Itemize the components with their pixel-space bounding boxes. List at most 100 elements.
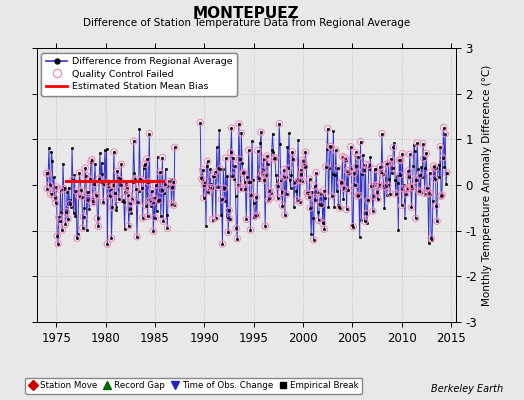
Point xyxy=(89,197,97,204)
Point xyxy=(259,156,268,162)
Point xyxy=(381,184,389,190)
Point xyxy=(378,171,387,178)
Point xyxy=(266,195,274,201)
Point xyxy=(146,197,154,203)
Point xyxy=(342,157,350,164)
Point xyxy=(355,192,363,198)
Point xyxy=(288,149,297,155)
Point xyxy=(156,169,164,175)
Point xyxy=(136,176,145,182)
Point xyxy=(237,130,246,136)
Point xyxy=(267,189,275,196)
Point xyxy=(402,186,411,193)
Point xyxy=(343,167,352,174)
Point xyxy=(200,182,209,188)
Point xyxy=(161,181,169,187)
Point xyxy=(432,202,440,209)
Point xyxy=(364,197,372,204)
Legend: Difference from Regional Average, Quality Control Failed, Estimated Station Mean: Difference from Regional Average, Qualit… xyxy=(41,53,237,96)
Point xyxy=(228,173,236,179)
Point xyxy=(214,184,223,190)
Point xyxy=(387,156,395,162)
Point xyxy=(44,170,52,177)
Point xyxy=(337,180,346,186)
Point xyxy=(305,176,314,182)
Point xyxy=(72,188,80,194)
Point xyxy=(438,192,446,198)
Point xyxy=(274,183,282,190)
Point xyxy=(169,178,177,185)
Point xyxy=(413,140,421,146)
Point xyxy=(316,190,324,196)
Point xyxy=(359,167,368,174)
Point xyxy=(246,227,255,233)
Point xyxy=(122,180,130,187)
Point xyxy=(111,190,119,196)
Point xyxy=(239,169,248,175)
Point xyxy=(319,220,327,226)
Point xyxy=(217,196,226,203)
Text: Difference of Station Temperature Data from Regional Average: Difference of Station Temperature Data f… xyxy=(83,18,410,28)
Point xyxy=(336,205,344,211)
Point xyxy=(165,178,173,185)
Point xyxy=(47,191,55,197)
Point xyxy=(371,182,379,188)
Point xyxy=(280,166,288,173)
Point xyxy=(344,187,353,194)
Point xyxy=(284,165,292,171)
Point xyxy=(220,185,228,192)
Point xyxy=(300,160,308,166)
Point xyxy=(51,200,60,206)
Point xyxy=(115,176,124,182)
Point xyxy=(375,183,384,190)
Point xyxy=(253,212,261,218)
Point xyxy=(430,176,439,182)
Point xyxy=(270,156,278,162)
Point xyxy=(151,215,159,221)
Point xyxy=(271,154,279,161)
Point xyxy=(137,176,145,183)
Point xyxy=(398,150,407,157)
Point xyxy=(430,163,438,169)
Point xyxy=(113,168,122,174)
Point xyxy=(226,216,234,222)
Point xyxy=(278,202,287,209)
Point xyxy=(327,144,335,150)
Point xyxy=(61,221,70,228)
Point xyxy=(58,227,67,233)
Point xyxy=(224,229,232,236)
Point xyxy=(319,188,328,194)
Point xyxy=(131,176,139,182)
Point xyxy=(403,184,411,191)
Point xyxy=(155,197,163,204)
Point xyxy=(293,197,301,203)
Point xyxy=(211,169,219,176)
Point xyxy=(168,184,177,190)
Point xyxy=(397,202,406,209)
Point xyxy=(282,191,291,197)
Point xyxy=(198,176,206,182)
Point xyxy=(361,161,369,168)
Point xyxy=(289,156,297,162)
Point xyxy=(159,218,168,224)
Point xyxy=(124,192,132,198)
Point xyxy=(167,200,176,207)
Point xyxy=(66,201,74,207)
Point xyxy=(250,214,259,220)
Point xyxy=(93,192,101,199)
Point xyxy=(437,193,445,200)
Point xyxy=(83,188,92,195)
Point xyxy=(199,166,207,173)
Point xyxy=(441,131,450,137)
Point xyxy=(263,153,271,159)
Point xyxy=(170,202,178,208)
Point xyxy=(416,172,424,178)
Point xyxy=(232,225,241,232)
Text: Berkeley Earth: Berkeley Earth xyxy=(431,384,503,394)
Point xyxy=(423,185,431,192)
Point xyxy=(88,156,96,163)
Point xyxy=(106,193,114,199)
Point xyxy=(158,154,167,161)
Point xyxy=(346,144,355,150)
Point xyxy=(247,192,255,198)
